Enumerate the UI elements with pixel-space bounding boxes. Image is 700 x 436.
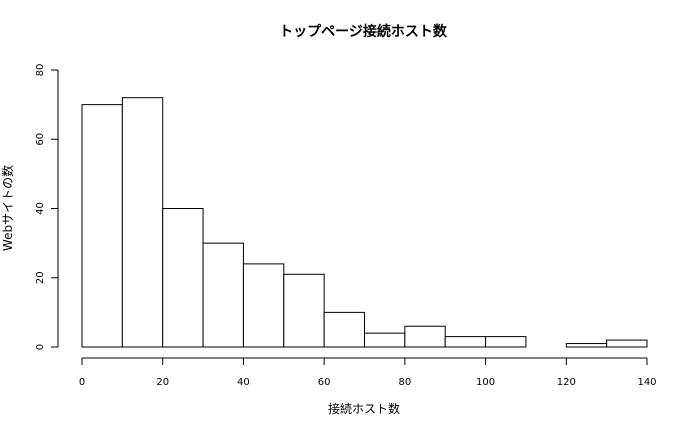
histogram-bar (162, 208, 204, 348)
histogram-bar (202, 242, 244, 348)
x-tick-label: 40 (237, 377, 250, 388)
histogram-bars (81, 97, 648, 348)
histogram-bar (323, 311, 366, 348)
histogram-bar (485, 336, 527, 348)
histogram-bar (81, 104, 123, 348)
histogram-bar (364, 332, 406, 348)
x-tick-label: 100 (476, 377, 495, 388)
x-axis: 0 20 40 60 80 100 120 140 (79, 357, 657, 388)
x-tick-label: 140 (637, 377, 656, 388)
histogram-bar (242, 263, 285, 348)
y-tick-label: 60 (35, 133, 46, 146)
x-tick-label: 120 (557, 377, 576, 388)
x-axis-title: 接続ホスト数 (328, 401, 400, 416)
y-tick-label: 20 (35, 271, 46, 284)
x-tick-label: 80 (398, 377, 411, 388)
y-axis: 0 20 40 60 80 (35, 64, 59, 350)
x-tick-label: 20 (156, 377, 169, 388)
x-ticks: 0 20 40 60 80 100 120 140 (79, 358, 657, 388)
chart-title: トップページ接続ホスト数 (279, 23, 448, 40)
x-tick-label: 60 (318, 377, 331, 388)
y-ticks: 0 20 40 60 80 (35, 64, 58, 350)
histogram-bar (404, 325, 446, 348)
histogram-bar (121, 97, 164, 348)
histogram-bar (606, 339, 648, 348)
x-tick-label: 0 (79, 377, 85, 388)
histogram-bar (283, 273, 325, 348)
y-tick-label: 40 (35, 202, 46, 215)
histogram-bar (444, 336, 487, 348)
y-tick-label: 0 (35, 344, 46, 350)
y-axis-title: Webサイトの数 (0, 165, 15, 251)
histogram-bar (565, 343, 608, 348)
y-tick-label: 80 (35, 64, 46, 77)
